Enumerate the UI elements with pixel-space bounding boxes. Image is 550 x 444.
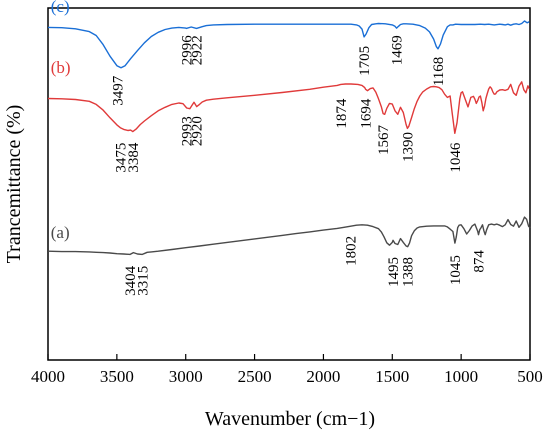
x-tick-label: 3000 xyxy=(169,367,203,386)
x-axis: 4000 3500 3000 2500 2000 1500 1000 500 xyxy=(31,354,543,386)
series-label-a: (a) xyxy=(51,223,70,242)
peak-label: 3384 xyxy=(126,142,142,173)
peak-label: 1705 xyxy=(357,46,373,76)
peak-label: 2922 xyxy=(190,35,206,65)
x-axis-title: Wavenumber (cm−1) xyxy=(205,408,375,430)
peak-label: 3404 xyxy=(123,265,139,296)
peak-label: 2920 xyxy=(190,116,206,146)
series-layer xyxy=(47,20,531,256)
series-label-c: (c) xyxy=(51,0,70,16)
peak-label: 1046 xyxy=(448,142,464,173)
peak-label: 3497 xyxy=(110,75,126,106)
peak-label: 1390 xyxy=(400,132,416,162)
x-tick-label: 1000 xyxy=(444,367,478,386)
x-tick-label: 2000 xyxy=(306,367,340,386)
series-line-b xyxy=(47,81,530,134)
peak-label: 1495 xyxy=(386,257,402,287)
series-line-a xyxy=(47,216,531,256)
peak-label: 1567 xyxy=(376,125,392,156)
series-line-c xyxy=(47,20,530,69)
x-tick-label: 2500 xyxy=(238,367,272,386)
x-tick-label: 1500 xyxy=(375,367,409,386)
peak-label: 1694 xyxy=(359,98,375,129)
peak-label: 1045 xyxy=(448,255,464,285)
peak-label: 1874 xyxy=(334,98,350,129)
x-tick-label: 500 xyxy=(517,367,543,386)
peak-label: 1388 xyxy=(401,257,417,287)
peak-label: 874 xyxy=(472,250,488,273)
peak-label: 3315 xyxy=(135,266,151,296)
peak-label: 2996 xyxy=(179,35,195,65)
plot-frame xyxy=(47,7,531,361)
peak-label: 1168 xyxy=(431,57,447,86)
peak-label: 2993 xyxy=(180,116,196,146)
peak-label: 1469 xyxy=(390,35,406,65)
peak-label: 3475 xyxy=(113,143,129,173)
peak-label: 1802 xyxy=(344,236,360,266)
series-label-b: (b) xyxy=(51,58,71,77)
x-tick-label: 4000 xyxy=(31,367,65,386)
y-axis-title: Trancemittance (%) xyxy=(3,105,25,264)
x-tick-label: 3500 xyxy=(100,367,134,386)
